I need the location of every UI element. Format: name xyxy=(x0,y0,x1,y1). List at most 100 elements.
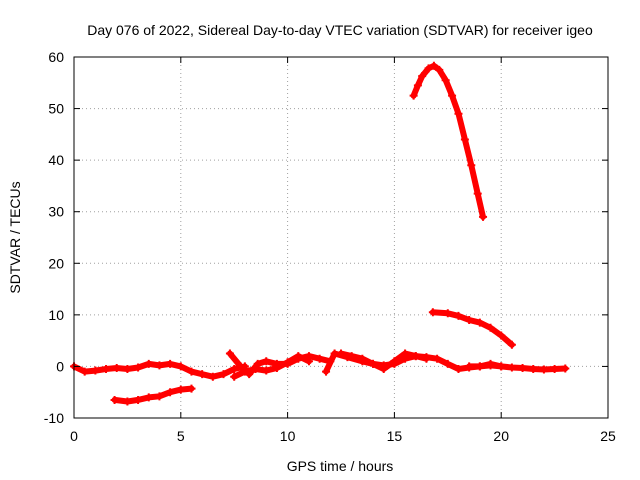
data-point xyxy=(230,365,239,374)
axis-ticks: 0 5 10 15 20 25 -10 0 10 20 30 40 50 60 xyxy=(44,49,616,444)
data-point xyxy=(561,364,570,373)
data-point xyxy=(424,64,433,73)
data-point xyxy=(479,212,488,221)
data-point xyxy=(337,349,345,358)
y-tick-label: 50 xyxy=(48,101,64,117)
data-point xyxy=(433,354,442,363)
data-point xyxy=(236,362,245,371)
data-point xyxy=(443,359,452,368)
data-point xyxy=(379,365,388,374)
data-point xyxy=(208,372,217,381)
data-point xyxy=(272,363,281,372)
data-point xyxy=(144,393,153,402)
y-tick-label: -10 xyxy=(44,410,64,426)
data-point xyxy=(497,362,506,371)
data-point xyxy=(230,372,239,381)
series-group xyxy=(70,61,570,406)
data-point xyxy=(155,392,164,401)
data-point xyxy=(465,316,474,325)
data-point xyxy=(507,340,516,349)
data-point xyxy=(123,397,132,406)
y-tick-label: 0 xyxy=(56,358,64,374)
data-point xyxy=(435,65,444,74)
x-axis-label: GPS time / hours xyxy=(287,458,394,474)
y-tick-label: 40 xyxy=(48,152,64,168)
data-point xyxy=(441,76,450,85)
data-point xyxy=(80,367,89,376)
data-point xyxy=(166,388,175,397)
data-point xyxy=(166,359,175,368)
data-point xyxy=(219,370,228,379)
data-point xyxy=(369,359,378,368)
data-point xyxy=(347,352,356,361)
data-point xyxy=(429,61,438,70)
data-point xyxy=(460,135,469,144)
data-point xyxy=(176,385,185,394)
data-point xyxy=(315,354,324,363)
series-arc-midday-4 xyxy=(337,349,431,374)
series-arc-baseline-early xyxy=(70,359,249,381)
data-point xyxy=(262,366,271,375)
data-point xyxy=(507,363,516,372)
data-point xyxy=(322,367,331,376)
data-point xyxy=(187,384,196,393)
data-point xyxy=(358,354,367,363)
data-point xyxy=(529,365,538,374)
data-point xyxy=(304,357,313,366)
data-point xyxy=(134,395,143,404)
y-tick-label: 60 xyxy=(48,49,64,65)
data-point xyxy=(110,395,119,404)
data-point xyxy=(467,161,476,170)
data-point xyxy=(262,357,271,366)
x-tick-label: 25 xyxy=(600,428,616,444)
data-point xyxy=(443,309,452,318)
data-point xyxy=(418,72,427,81)
series-line xyxy=(410,62,486,220)
data-point xyxy=(475,318,484,327)
series-arc-peak xyxy=(409,61,488,221)
data-point xyxy=(155,361,164,370)
data-point xyxy=(497,331,506,340)
data-point xyxy=(225,349,234,358)
data-point xyxy=(102,365,111,374)
series-arc-evening-baseline xyxy=(465,359,570,374)
data-point xyxy=(475,362,484,371)
data-point xyxy=(428,308,437,317)
data-point xyxy=(176,362,185,371)
data-point xyxy=(198,370,207,379)
data-point xyxy=(240,367,249,376)
plot-frame xyxy=(73,56,609,419)
data-point xyxy=(112,363,121,372)
y-tick-label: 30 xyxy=(48,204,64,220)
data-point xyxy=(454,109,463,118)
series-arc-mid-high xyxy=(428,308,516,349)
x-tick-label: 0 xyxy=(70,428,78,444)
data-point xyxy=(283,358,292,367)
data-point xyxy=(187,367,196,376)
data-point xyxy=(144,359,153,368)
x-tick-label: 20 xyxy=(493,428,509,444)
data-point xyxy=(473,189,482,198)
y-axis-label: SDTVAR / TECUs xyxy=(7,181,23,293)
data-point xyxy=(390,357,399,366)
series-arc-midday-2 xyxy=(230,352,313,381)
data-point xyxy=(539,365,548,374)
data-point xyxy=(409,91,418,100)
data-point xyxy=(518,363,527,372)
data-point xyxy=(486,323,495,332)
x-tick-label: 5 xyxy=(177,428,185,444)
data-point xyxy=(294,352,303,361)
data-point xyxy=(251,365,260,374)
data-point xyxy=(486,359,495,368)
data-point xyxy=(550,365,559,374)
data-point xyxy=(448,91,457,100)
series-line xyxy=(466,360,569,373)
data-point xyxy=(413,81,422,90)
data-point xyxy=(454,365,463,374)
data-point xyxy=(401,349,410,358)
y-tick-label: 10 xyxy=(48,307,64,323)
data-point xyxy=(422,354,431,363)
data-point xyxy=(465,362,474,371)
x-tick-label: 10 xyxy=(280,428,296,444)
